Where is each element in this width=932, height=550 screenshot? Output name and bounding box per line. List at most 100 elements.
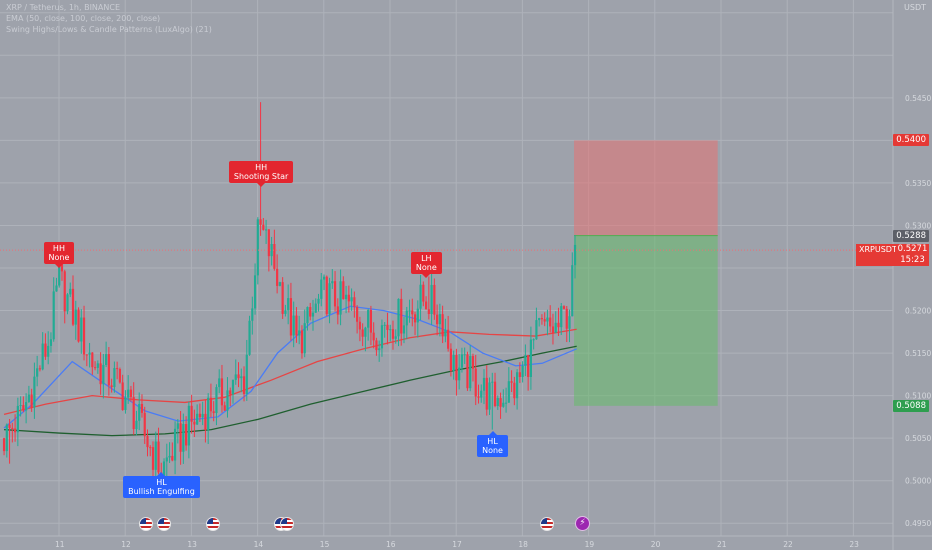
- candle-body: [107, 354, 110, 386]
- candle-body: [66, 294, 69, 312]
- candle-body: [380, 325, 384, 349]
- candle-body: [36, 368, 39, 377]
- time-tick-label: 12: [121, 540, 131, 549]
- candle-body: [93, 367, 97, 369]
- candle-body: [292, 315, 295, 336]
- candle-body: [102, 364, 105, 385]
- candle-body: [480, 390, 483, 398]
- candle-body: [364, 327, 367, 337]
- symbol-line[interactable]: XRP / Tetherus, 1h, BINANCE: [6, 3, 121, 12]
- candle-body: [284, 310, 287, 314]
- target-price-tag: 0.5088: [893, 399, 929, 412]
- candle-body: [295, 315, 298, 336]
- time-tick-label: 14: [254, 540, 264, 549]
- candle-body: [560, 306, 563, 328]
- us-flag-icon[interactable]: [206, 517, 220, 531]
- candle-body: [408, 310, 411, 312]
- price-tick-label: 0.5200: [905, 307, 931, 316]
- candle-body: [397, 298, 400, 337]
- candle-body: [229, 390, 232, 395]
- swing-kind: LH: [421, 254, 432, 264]
- candle-body: [568, 316, 571, 329]
- price-tick-label: 0.5000: [905, 477, 931, 486]
- price-tick-label: 0.5150: [905, 349, 931, 358]
- indicator-legend[interactable]: Swing Highs/Lows & Candle Patterns (LuxA…: [6, 25, 212, 34]
- candle-body: [405, 310, 408, 326]
- take-profit-zone: [574, 235, 718, 406]
- ema-100-line: [3, 328, 577, 415]
- candle-body: [173, 428, 177, 461]
- candle-body: [314, 303, 317, 313]
- candle-body: [38, 368, 42, 370]
- candle-body: [44, 343, 47, 357]
- candle-body: [538, 318, 541, 321]
- candle-body: [182, 424, 185, 452]
- candle-body: [436, 314, 439, 325]
- candle-body: [518, 372, 521, 377]
- swing-pattern: Bullish Engulfing: [128, 487, 195, 497]
- us-flag-icon[interactable]: [280, 517, 294, 531]
- candle-body: [259, 219, 262, 225]
- candle-body: [400, 298, 403, 334]
- time-tick-label: 22: [783, 540, 793, 549]
- price-tick-label: 0.5050: [905, 434, 931, 443]
- candle-body: [124, 397, 127, 410]
- candle-body: [253, 275, 257, 309]
- current-price-value: 0.5271 15:23: [896, 244, 929, 267]
- candle-body: [543, 319, 546, 322]
- candle-body: [438, 314, 441, 325]
- candle-body: [413, 314, 417, 323]
- candle-body: [540, 318, 544, 320]
- candle-body: [118, 369, 122, 383]
- candle-body: [342, 281, 345, 300]
- candle-body: [317, 298, 320, 304]
- candle-body: [99, 363, 102, 385]
- us-flag-icon[interactable]: [139, 517, 153, 531]
- candle-body: [488, 382, 491, 410]
- candle-body: [218, 378, 221, 388]
- candle-body: [422, 284, 425, 302]
- candle-body: [41, 343, 44, 370]
- candle-body: [47, 345, 50, 357]
- candle-body: [513, 382, 516, 399]
- candle-body: [303, 323, 306, 354]
- swing-label-hl-2: HL None: [477, 431, 508, 458]
- candle-body: [245, 354, 248, 394]
- swing-pattern: None: [482, 446, 503, 456]
- candle-body: [347, 294, 350, 302]
- candle-body: [207, 397, 210, 430]
- candle-body: [143, 412, 146, 437]
- time-tick-label: 18: [518, 540, 528, 549]
- candle-body: [226, 390, 229, 411]
- swing-kind: HH: [255, 163, 268, 173]
- candle-body: [516, 372, 519, 399]
- swing-kind: HL: [487, 437, 498, 447]
- time-tick-label: 23: [849, 540, 859, 549]
- candlesticks: [2, 102, 577, 486]
- candle-body: [215, 387, 218, 414]
- candle-body: [391, 329, 395, 339]
- candle-body: [187, 405, 190, 446]
- swing-pattern: None: [415, 263, 437, 273]
- candle-body: [331, 281, 334, 284]
- candle-body: [146, 436, 149, 448]
- current-price: 0.5271: [897, 244, 928, 255]
- us-flag-icon[interactable]: [540, 517, 554, 531]
- candle-body: [356, 307, 359, 322]
- candle-body: [367, 310, 370, 328]
- current-symbol: XRPUSDT: [859, 245, 897, 255]
- candle-body: [135, 420, 138, 430]
- candle-body: [529, 339, 532, 378]
- price-tick-label: 0.5100: [905, 392, 931, 401]
- candle-body: [270, 244, 273, 257]
- ema-legend[interactable]: EMA (50, close, 100, close, 200, close): [6, 14, 161, 23]
- candle-body: [234, 374, 237, 380]
- us-flag-icon[interactable]: [157, 517, 171, 531]
- candle-body: [389, 329, 392, 331]
- price-tick-label: 0.5350: [905, 179, 931, 188]
- time-tick-label: 15: [320, 540, 330, 549]
- lightning-icon[interactable]: ⚡: [575, 516, 590, 531]
- candle-body: [22, 405, 25, 411]
